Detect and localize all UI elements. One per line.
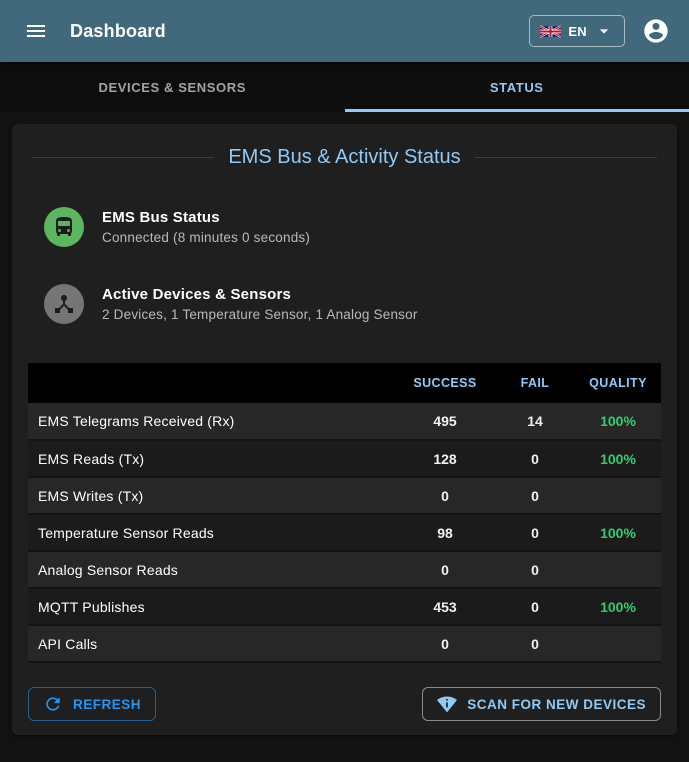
row-label: EMS Reads (Tx) [28,440,395,478]
list-item-active-devices[interactable]: Active Devices & Sensors 2 Devices, 1 Te… [44,280,661,328]
language-code: EN [568,23,587,39]
column-header-blank [28,363,395,403]
table-row[interactable]: API Calls 0 0 [28,625,661,663]
list-item-title: EMS Bus Status [102,209,220,226]
row-success: 98 [395,514,495,552]
table-row[interactable]: MQTT Publishes 453 0 100% [28,588,661,626]
section-heading-text: EMS Bus & Activity Status [228,146,461,168]
app-bar: Dashboard EN [0,0,689,62]
row-success: 128 [395,440,495,478]
page-title: Dashboard [70,20,166,41]
list-item-subtitle: 2 Devices, 1 Temperature Sensor, 1 Analo… [102,307,418,322]
wifi-scan-icon [437,694,458,714]
row-fail: 14 [495,403,575,441]
list-item-subtitle: Connected (8 minutes 0 seconds) [102,230,311,245]
scan-for-new-devices-button[interactable]: SCAN FOR NEW DEVICES [422,687,661,721]
row-quality [575,625,661,663]
row-fail: 0 [495,588,575,626]
row-fail: 0 [495,625,575,663]
row-quality: 100% [575,440,661,478]
refresh-button[interactable]: REFRESH [28,687,157,721]
row-fail: 0 [495,477,575,515]
row-fail: 0 [495,514,575,552]
column-header-quality: QUALITY [575,363,661,403]
table-row[interactable]: Analog Sensor Reads 0 0 [28,551,661,589]
table-header-row: SUCCESS FAIL QUALITY [28,363,661,403]
row-success: 0 [395,551,495,589]
section-heading: EMS Bus & Activity Status [12,124,677,169]
column-header-success: SUCCESS [395,363,495,403]
language-selector[interactable]: EN [529,15,625,47]
row-fail: 0 [495,551,575,589]
row-label: Analog Sensor Reads [28,551,395,589]
activity-table-body: EMS Telegrams Received (Rx) 495 14 100% … [28,403,661,663]
tab-status[interactable]: STATUS [344,62,689,112]
account-button[interactable] [639,14,673,48]
column-header-fail: FAIL [495,363,575,403]
refresh-icon [43,694,63,714]
button-row: REFRESH SCAN FOR NEW DEVICES [28,687,661,721]
status-list: EMS Bus Status Connected (8 minutes 0 se… [12,203,677,328]
bus-icon [44,207,84,247]
table-row[interactable]: Temperature Sensor Reads 98 0 100% [28,514,661,552]
tab-devices-sensors[interactable]: DEVICES & SENSORS [0,62,345,112]
account-circle-icon [642,17,670,45]
table-row[interactable]: EMS Writes (Tx) 0 0 [28,477,661,515]
row-quality: 100% [575,588,661,626]
row-label: API Calls [28,625,395,663]
row-label: Temperature Sensor Reads [28,514,395,552]
device-hub-icon [44,284,84,324]
row-success: 0 [395,477,495,515]
row-label: EMS Telegrams Received (Rx) [28,403,395,441]
row-fail: 0 [495,440,575,478]
tab-bar: DEVICES & SENSORS STATUS [0,62,689,112]
refresh-button-label: REFRESH [73,696,142,712]
list-item-title: Active Devices & Sensors [102,286,292,303]
uk-flag-icon [539,24,562,38]
row-quality: 100% [575,403,661,441]
menu-icon [24,19,48,43]
list-item-ems-bus-status[interactable]: EMS Bus Status Connected (8 minutes 0 se… [44,203,661,251]
scan-button-label: SCAN FOR NEW DEVICES [467,696,646,712]
menu-button[interactable] [16,11,56,51]
row-success: 0 [395,625,495,663]
row-quality [575,477,661,515]
row-label: MQTT Publishes [28,588,395,626]
row-success: 495 [395,403,495,441]
row-quality: 100% [575,514,661,552]
table-row[interactable]: EMS Reads (Tx) 128 0 100% [28,440,661,478]
row-success: 453 [395,588,495,626]
table-row[interactable]: EMS Telegrams Received (Rx) 495 14 100% [28,403,661,441]
row-label: EMS Writes (Tx) [28,477,395,515]
activity-table: SUCCESS FAIL QUALITY EMS Telegrams Recei… [28,363,661,663]
row-quality [575,551,661,589]
chevron-down-icon [594,21,614,41]
status-panel: EMS Bus & Activity Status EMS Bus Status… [12,124,677,735]
